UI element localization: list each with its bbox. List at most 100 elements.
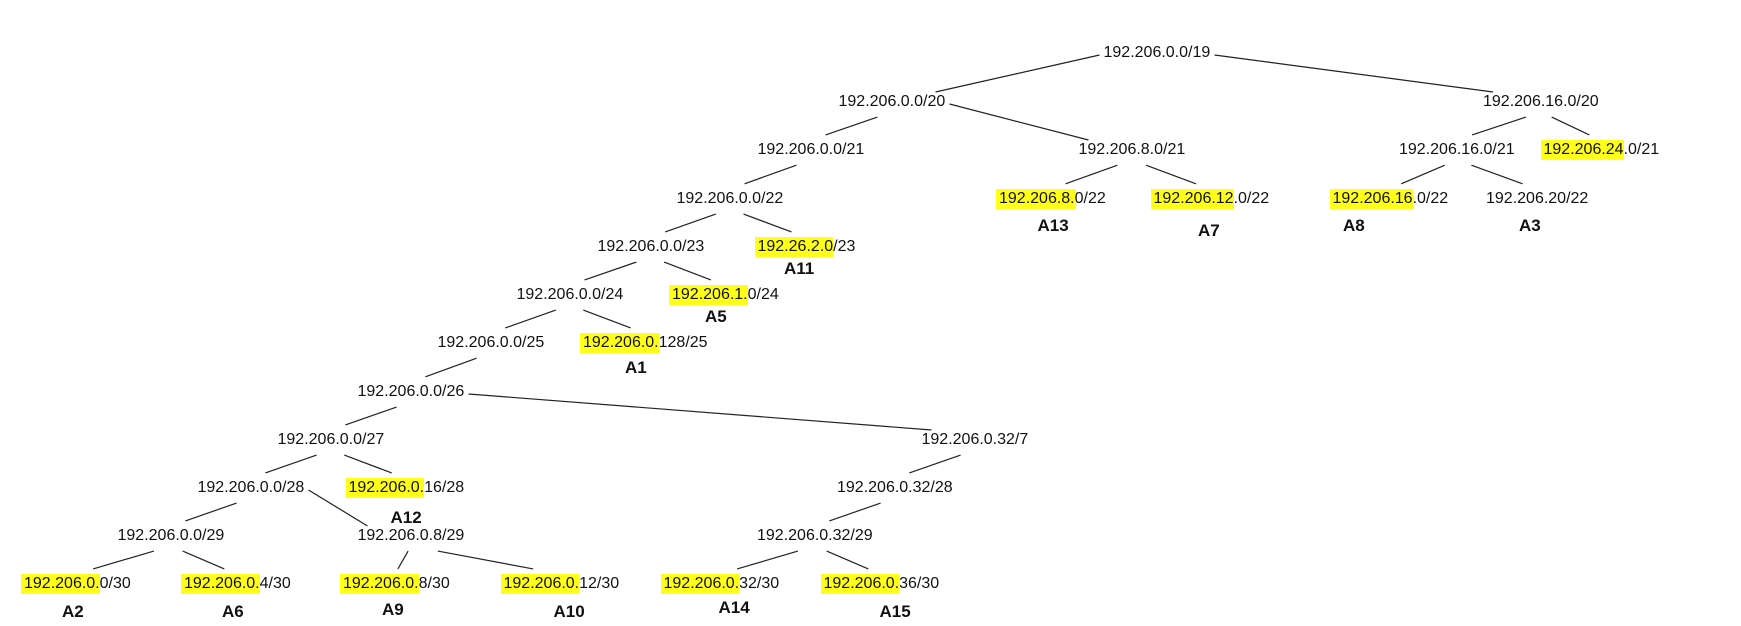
- tree-edge: [182, 550, 225, 570]
- subnet-text: 192.206.0.32/29: [757, 527, 873, 544]
- subnet-text: .0/21: [1623, 141, 1660, 158]
- tree-edge: [397, 550, 409, 570]
- tree-edge: [437, 550, 534, 570]
- subnet-text: 192.206.0.0/27: [277, 431, 385, 448]
- allocation-label: A2: [62, 602, 84, 621]
- tree-edge: [743, 213, 792, 233]
- tree-edge: [909, 454, 961, 474]
- subnet-text: 4/30: [259, 575, 291, 592]
- subnet-text: 192.206.16.0/21: [1399, 141, 1515, 158]
- subnet-node: 192.206.0.32/7: [922, 430, 1029, 450]
- highlighted-prefix: 192.206.8.: [996, 189, 1075, 209]
- subnet-node: 192.206.0.8/29: [358, 526, 465, 546]
- subnet-text: 0/24: [747, 286, 779, 303]
- allocation-label: A13: [1037, 216, 1069, 235]
- subnet-text: 8/30: [418, 575, 450, 592]
- subnet-text: 192.206.0.0/23: [597, 238, 705, 255]
- subnet-text: 12/30: [579, 575, 620, 592]
- subnet-node: 192.206.0.0/24: [517, 285, 624, 305]
- subnet-text: 192.206.0.0/21: [757, 141, 865, 158]
- subnet-node: 192.206.0.0/28: [198, 478, 305, 498]
- subnet-node: 192.206.20/22: [1486, 189, 1588, 209]
- tree-edge: [425, 357, 477, 378]
- subnet-text: 0/30: [99, 575, 131, 592]
- allocation-label: A7: [1198, 221, 1220, 240]
- highlighted-prefix: 192.206.0.: [345, 478, 425, 498]
- allocation-label: A5: [705, 307, 727, 326]
- subnet-text: 192.206.0.0/24: [516, 286, 624, 303]
- subnet-node: 192.206.16.0/22: [1329, 189, 1449, 209]
- subnet-text: 192.206.0.0/29: [117, 527, 225, 544]
- subnet-node: 192.206.0.0/23: [598, 237, 705, 257]
- subnet-text: 192.206.20/22: [1486, 190, 1589, 207]
- subnet-text: .0/22: [1412, 190, 1449, 207]
- tree-edge: [344, 454, 392, 474]
- tree-edge: [1065, 164, 1118, 185]
- highlighted-prefix: 192.206.12: [1150, 189, 1234, 209]
- highlighted-prefix: 192.206.0.: [340, 574, 419, 594]
- subnet-node: 192.206.16.0/20: [1483, 92, 1599, 112]
- subnet-node: 192.206.16.0/21: [1399, 140, 1515, 160]
- allocation-label: A11: [784, 259, 815, 278]
- tree-edge: [665, 213, 716, 233]
- tree-edge: [1401, 164, 1445, 185]
- subnet-node: 192.206.12.0/22: [1150, 189, 1270, 209]
- subnet-text: 192.206.8.0/21: [1078, 141, 1186, 158]
- allocation-label: A3: [1519, 216, 1541, 235]
- allocation-label: A6: [222, 602, 244, 621]
- subnet-node: 192.206.0.32/30: [660, 574, 779, 594]
- highlighted-prefix: 192.206.0.: [500, 574, 580, 594]
- subnet-text: 192.206.16.0/20: [1483, 93, 1599, 110]
- allocation-label: A1: [625, 358, 647, 377]
- tree-edge: [1214, 54, 1494, 93]
- subnet-node: 192.206.0.12/30: [500, 574, 620, 594]
- tree-edge: [345, 406, 397, 426]
- tree-edge: [736, 550, 799, 570]
- subnet-node: 192.206.0.0/30: [21, 574, 131, 594]
- subnet-node: 192.206.0.0/27: [278, 430, 385, 450]
- tree-edge: [1145, 164, 1197, 185]
- tree-edge: [829, 502, 881, 522]
- subnet-node: 192.206.1.0/24: [669, 285, 779, 305]
- subnet-text: 192.206.0.0/25: [437, 334, 545, 351]
- tree-edge: [584, 261, 637, 281]
- subnet-node: 192.206.8.0/22: [996, 189, 1106, 209]
- highlighted-prefix: 192.206.0.: [820, 574, 900, 594]
- tree-edge: [744, 164, 797, 185]
- highlighted-prefix: 192.206.0.: [580, 333, 659, 353]
- subnet-node: 192.26.2.0/23: [754, 237, 855, 257]
- subnet-node: 192.206.0.0/20: [839, 92, 946, 112]
- subnet-text: .0/22: [1233, 190, 1270, 207]
- highlighted-prefix: 192.26.2.0: [754, 237, 834, 257]
- subnet-node: 192.206.0.8/30: [340, 574, 450, 594]
- subnet-text: 192.206.0.8/29: [357, 527, 465, 544]
- allocation-label: A9: [382, 600, 404, 619]
- subnet-node: 192.206.0.0/22: [677, 189, 784, 209]
- tree-edge: [308, 489, 368, 527]
- subnet-node: 192.206.0.0/26: [358, 382, 465, 402]
- tree-edge: [505, 309, 556, 329]
- subnet-node: 192.206.0.0/21: [758, 140, 865, 160]
- subnet-node: 192.206.0.128/25: [580, 333, 708, 353]
- allocation-label: A10: [553, 602, 585, 621]
- tree-edge: [935, 54, 1100, 93]
- subnet-text: 192.206.0.0/28: [197, 479, 305, 496]
- tree-edge: [1471, 164, 1523, 185]
- highlighted-prefix: 192.206.0.: [660, 574, 740, 594]
- subnet-text: 192.206.0.0/20: [838, 93, 946, 110]
- tree-edge: [1471, 116, 1527, 136]
- subnet-node: 192.206.0.36/30: [820, 574, 939, 594]
- tree-edge: [949, 103, 1089, 141]
- subnet-text: 0/22: [1074, 190, 1106, 207]
- tree-edge: [468, 393, 932, 431]
- tree-edge: [92, 550, 155, 570]
- allocation-label: A15: [879, 602, 911, 621]
- subnet-text: 192.206.0.32/28: [837, 479, 953, 496]
- highlighted-prefix: 192.206.0.: [21, 574, 100, 594]
- subnet-text: 192.206.0.0/22: [676, 190, 784, 207]
- allocation-label: A14: [718, 598, 750, 617]
- subnet-node: 192.206.0.32/29: [757, 526, 873, 546]
- highlighted-prefix: 192.206.16: [1329, 189, 1413, 209]
